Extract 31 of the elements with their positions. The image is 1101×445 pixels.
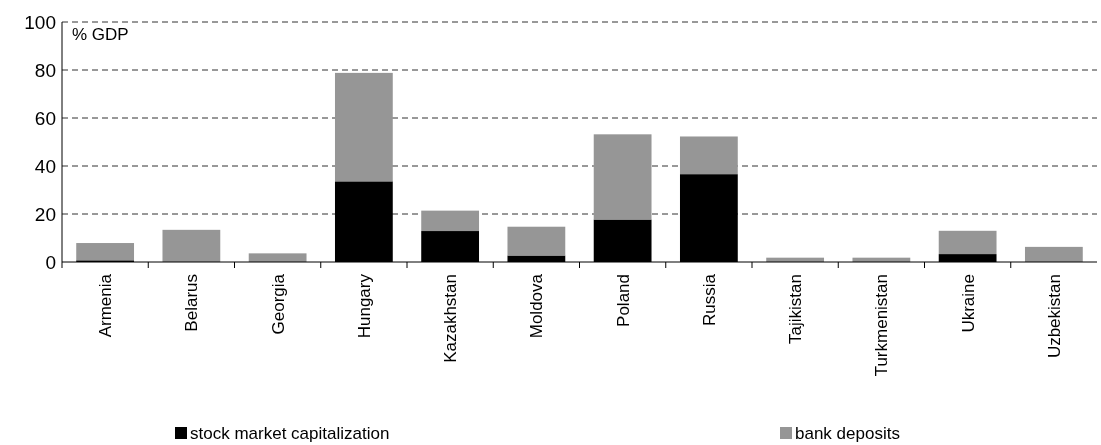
x-tick-label: Hungary — [354, 273, 374, 339]
y-axis-title: % GDP — [72, 25, 129, 44]
x-tick-label: Poland — [613, 274, 633, 327]
bar — [507, 226, 566, 256]
x-tick-label: Ukraine — [958, 274, 978, 333]
x-tick-label: Russia — [699, 273, 719, 326]
bar — [162, 229, 221, 262]
bar — [421, 210, 480, 232]
bar — [76, 243, 135, 261]
y-tick-label: 60 — [34, 107, 56, 129]
y-tick-label: 40 — [34, 155, 56, 177]
y-tick-label: 0 — [45, 251, 56, 273]
x-tick-label: Moldova — [527, 273, 547, 339]
bar — [248, 253, 307, 262]
x-tick-label: Armenia — [96, 273, 116, 338]
x-tick-label: Turkmenistan — [872, 274, 892, 377]
y-tick-label: 100 — [24, 11, 56, 33]
x-tick-label: Belarus — [182, 274, 202, 332]
x-tick-label: Kazakhstan — [441, 274, 461, 363]
x-tick-label: Uzbekistan — [1044, 274, 1064, 359]
x-tick-label: Tajikistan — [786, 274, 806, 344]
bar — [1024, 246, 1083, 262]
bar — [679, 136, 738, 175]
legend-label: stock market capitalization — [190, 423, 390, 443]
y-tick-label: 80 — [34, 59, 56, 81]
legend-label: bank deposits — [795, 423, 900, 443]
y-tick-label: 20 — [34, 203, 56, 225]
bar — [593, 134, 652, 220]
bar — [938, 230, 997, 255]
bar — [334, 72, 393, 182]
x-tick-label: Georgia — [268, 273, 288, 335]
